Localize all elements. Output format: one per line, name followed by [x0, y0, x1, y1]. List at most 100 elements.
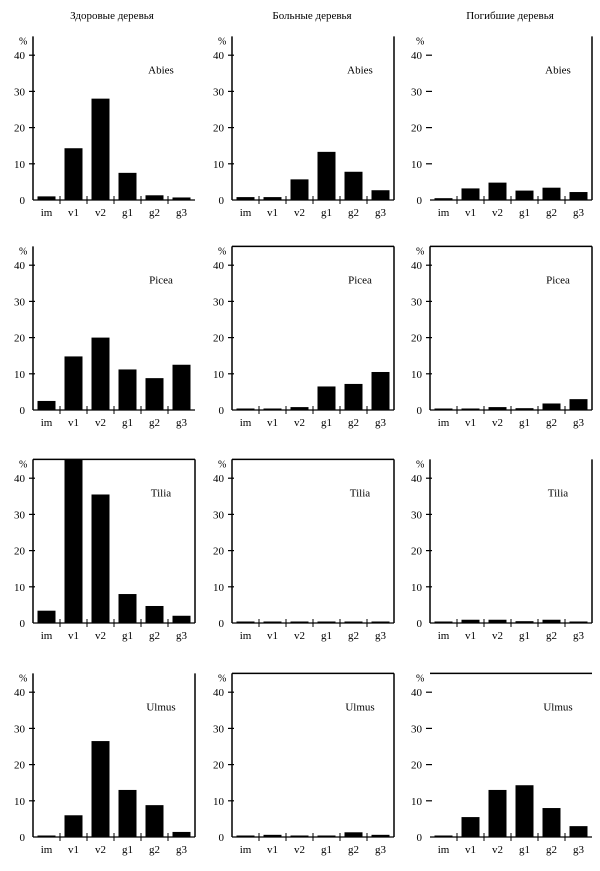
x-tick-label: v1: [68, 844, 79, 856]
y-tick-label: 40: [14, 260, 26, 272]
y-axis-label: %: [416, 246, 424, 257]
bar-g2: [344, 621, 363, 623]
bar-g2: [542, 187, 561, 200]
panel-picea-0: % 0 10 20 30 40 Picea im v1 v2 g1 g2 g3: [14, 246, 195, 429]
genus-label: Ulmus: [146, 701, 175, 713]
y-tick-label: 10: [14, 159, 26, 171]
bar-g2: [145, 195, 164, 200]
bar-g3: [371, 621, 390, 623]
bar-g3: [569, 621, 588, 623]
x-tick-label: im: [41, 207, 53, 219]
y-tick-label: 30: [411, 723, 423, 735]
y-tick-label: 10: [411, 369, 423, 381]
x-tick-label: g3: [375, 207, 387, 219]
x-tick-label: v1: [465, 630, 476, 642]
x-tick-label: g3: [573, 207, 585, 219]
x-tick-label: g2: [546, 207, 557, 219]
x-tick-label: g3: [176, 630, 188, 642]
bar-v1: [263, 834, 282, 837]
y-tick-label: 0: [219, 832, 225, 844]
x-tick-label: g1: [519, 417, 530, 429]
bar-im: [37, 835, 56, 837]
genus-label: Picea: [149, 274, 173, 286]
bar-im: [434, 198, 453, 200]
genus-label: Abies: [545, 64, 571, 76]
bar-im: [236, 621, 255, 623]
bar-g3: [371, 834, 390, 837]
y-tick-label: 0: [20, 195, 26, 207]
x-tick-label: g1: [122, 630, 133, 642]
x-tick-label: g2: [348, 630, 359, 642]
bar-v2: [290, 179, 309, 200]
genus-label: Abies: [148, 64, 174, 76]
y-tick-label: 0: [219, 618, 225, 630]
y-tick-label: 30: [213, 509, 225, 521]
x-tick-label: g2: [546, 844, 557, 856]
bar-g2: [145, 605, 164, 623]
x-tick-label: g1: [519, 630, 530, 642]
x-tick-label: v2: [294, 417, 305, 429]
panel-tilia-0: % 0 10 20 30 40 Tilia im v1 v2 g1 g2 g3: [14, 458, 196, 642]
x-tick-label: im: [41, 417, 53, 429]
bar-im: [434, 835, 453, 837]
x-tick-label: v1: [465, 417, 476, 429]
x-tick-label: im: [240, 630, 252, 642]
panel-picea-1: % 0 10 20 30 40 Picea im v1 v2 g1 g2 g3: [213, 245, 395, 429]
x-tick-label: im: [438, 417, 450, 429]
y-tick-label: 20: [411, 546, 423, 558]
x-tick-label: im: [240, 207, 252, 219]
x-tick-label: v2: [294, 844, 305, 856]
x-tick-label: v2: [492, 417, 503, 429]
bar-g3: [569, 826, 588, 837]
genus-label: Tilia: [350, 487, 371, 499]
x-tick-label: g1: [122, 844, 133, 856]
x-tick-label: v2: [95, 630, 106, 642]
x-tick-label: v2: [95, 417, 106, 429]
bar-im: [37, 196, 56, 200]
column-title-sick: Больные деревья: [272, 10, 352, 22]
bar-g3: [569, 192, 588, 200]
bar-v2: [290, 407, 309, 410]
x-tick-label: v1: [267, 630, 278, 642]
genus-label: Picea: [348, 274, 372, 286]
x-tick-label: g1: [321, 207, 332, 219]
x-tick-label: g2: [546, 630, 557, 642]
y-tick-label: 40: [213, 260, 225, 272]
x-tick-label: v1: [267, 207, 278, 219]
y-tick-label: 40: [213, 687, 225, 699]
y-tick-label: 30: [14, 296, 26, 308]
y-tick-label: 10: [411, 159, 423, 171]
panel-abies-2: % 0 10 20 30 40 Abies im v1 v2 g1 g2 g3: [411, 36, 593, 219]
x-tick-label: g1: [321, 844, 332, 856]
y-tick-label: 0: [20, 618, 26, 630]
bar-g2: [344, 171, 363, 200]
panel-ulmus-1: % 0 10 20 30 40 Ulmus im v1 v2 g1 g2 g3: [213, 672, 395, 856]
panel-picea-2: % 0 10 20 30 40 Picea im v1 v2 g1 g2 g3: [411, 245, 593, 429]
bar-g1: [118, 172, 137, 200]
y-tick-label: 30: [14, 86, 26, 98]
x-tick-label: g1: [519, 207, 530, 219]
y-tick-label: 10: [213, 369, 225, 381]
bar-v2: [488, 789, 507, 837]
y-tick-label: 10: [14, 796, 26, 808]
bar-g1: [317, 386, 336, 410]
y-tick-label: 10: [14, 369, 26, 381]
y-axis-label: %: [19, 459, 27, 470]
bar-im: [434, 621, 453, 623]
x-tick-label: v1: [465, 207, 476, 219]
bar-g1: [515, 785, 534, 837]
genus-label: Ulmus: [345, 701, 374, 713]
bar-v1: [64, 356, 83, 410]
y-axis-label: %: [218, 36, 226, 47]
y-tick-label: 10: [14, 582, 26, 594]
x-tick-label: g2: [546, 417, 557, 429]
y-tick-label: 0: [417, 405, 423, 417]
y-tick-label: 0: [219, 195, 225, 207]
bar-v2: [290, 835, 309, 837]
genus-label: Picea: [546, 274, 570, 286]
bar-g3: [172, 197, 191, 200]
y-tick-label: 0: [417, 618, 423, 630]
column-title-dead: Погибшие деревья: [466, 10, 554, 22]
y-tick-label: 20: [213, 760, 225, 772]
y-tick-label: 0: [417, 832, 423, 844]
